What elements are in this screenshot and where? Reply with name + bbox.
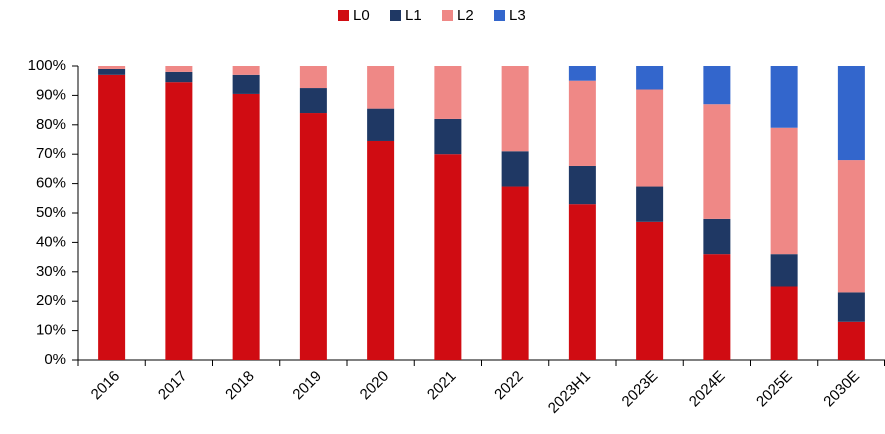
bar-segment [636,221,664,360]
bar-segment [367,66,395,109]
x-tick-label: 2023H1 [545,368,594,417]
bar-segment [165,66,193,72]
bar-segment [501,186,529,360]
x-tick-label: 2025E [753,368,796,411]
bar-segment [770,254,798,287]
bar-segment [703,218,731,255]
y-tick-label: 60% [36,175,66,192]
y-tick-label: 50% [36,204,66,221]
bar-segment [98,74,126,360]
bar-segment [770,127,798,255]
legend-swatch [442,10,453,21]
bar-segment [703,254,731,360]
bar-segment [299,88,327,114]
legend-label: L1 [405,7,422,24]
bar-segment [770,286,798,360]
y-tick-label: 70% [36,145,66,162]
bar-segment [636,66,664,90]
bar-segment [232,74,260,94]
x-tick-label: 2019 [289,368,325,404]
legend-swatch [390,10,401,21]
bar-segment [568,80,596,166]
x-tick-label: 2023E [619,368,662,411]
bar-segment [568,66,596,81]
bar-segment [232,93,260,361]
bar-segment [703,66,731,105]
x-tick-label: 2024E [686,368,729,411]
y-tick-label: 30% [36,263,66,280]
bar-segment [837,292,865,322]
bar-segment [98,68,126,75]
bar-segment [636,89,664,187]
legend-swatch [494,10,505,21]
bar-segment [165,71,193,83]
x-tick-label: 2016 [88,368,124,404]
x-tick-label: 2021 [424,368,460,404]
bar-segment [703,104,731,219]
x-tick-label: 2022 [491,368,527,404]
y-tick-label: 20% [36,292,66,309]
y-tick-label: 40% [36,233,66,250]
x-tick-label: 2017 [155,368,191,404]
bar-segment [837,321,865,360]
bar-segment [232,66,260,75]
bar-segment [501,66,529,152]
bar-segment [299,113,327,360]
bar-segment [568,165,596,205]
bar-segment [636,186,664,222]
y-tick-label: 10% [36,322,66,339]
bar-segment [434,118,462,155]
bar-segment [837,66,865,161]
x-tick-label: 2030E [820,368,863,411]
bar-segment [568,204,596,360]
bar-segment [165,82,193,361]
bar-segment [501,151,529,187]
legend-label: L2 [457,7,474,24]
y-tick-label: 80% [36,116,66,133]
x-tick-label: 2020 [357,368,393,404]
y-tick-label: 90% [36,86,66,103]
bar-segment [434,154,462,360]
x-tick-label: 2018 [222,368,258,404]
y-tick-label: 100% [28,57,66,74]
legend-label: L0 [353,7,370,24]
bar-segment [367,108,395,141]
bar-segment [367,140,395,360]
bar-segment [837,160,865,293]
bar-segment [98,66,126,69]
y-tick-label: 0% [44,351,66,368]
bar-segment [770,66,798,128]
legend-swatch [338,10,349,21]
legend-label: L3 [509,7,526,24]
bar-segment [299,66,327,89]
bar-segment [434,66,462,119]
